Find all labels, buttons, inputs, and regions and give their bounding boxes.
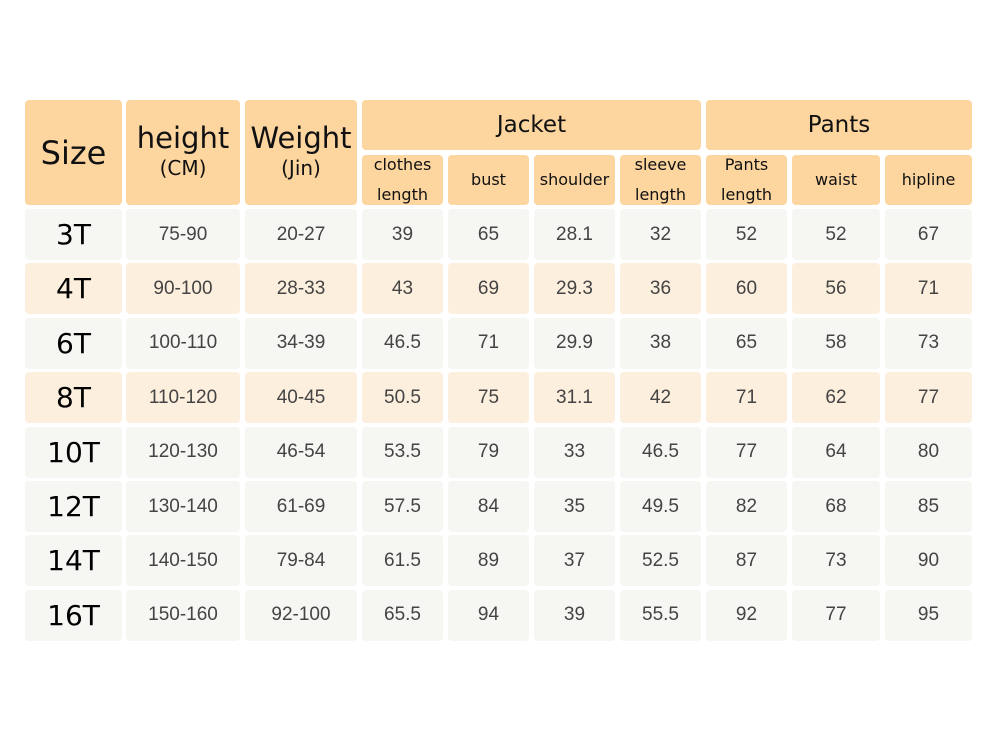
table-cell: 53.5 — [362, 426, 443, 478]
table-cell: 56 — [792, 263, 880, 315]
table-cell: 65.5 — [362, 589, 443, 641]
table-cell: 62 — [792, 372, 880, 424]
table-cell: 94 — [448, 589, 529, 641]
table-cell: 130-140 — [126, 481, 240, 532]
row-size-label: 10T — [25, 426, 122, 478]
table-cell: 64 — [792, 426, 880, 478]
table-cell: 61-69 — [245, 481, 357, 532]
table-cell: 33 — [534, 426, 615, 478]
table-cell: 84 — [448, 481, 529, 532]
row-size-label: 14T — [25, 535, 122, 587]
table-cell: 110-120 — [126, 372, 240, 424]
header-weight: Weight (Jin) — [245, 100, 357, 205]
table-cell: 55.5 — [620, 589, 701, 641]
table-cell: 46.5 — [620, 426, 701, 478]
row-size-label: 3T — [25, 209, 122, 260]
row-size-label: 8T — [25, 372, 122, 424]
table-cell: 46-54 — [245, 426, 357, 478]
table-cell: 73 — [885, 317, 972, 369]
table-cell: 69 — [448, 263, 529, 315]
table-cell: 35 — [534, 481, 615, 532]
table-cell: 77 — [706, 426, 787, 478]
table-cell: 100-110 — [126, 317, 240, 369]
table-cell: 120-130 — [126, 426, 240, 478]
table-cell: 65 — [448, 209, 529, 260]
header-height-unit: (CM) — [159, 156, 207, 180]
table-cell: 52 — [706, 209, 787, 260]
table-cell: 28.1 — [534, 209, 615, 260]
table-cell: 92-100 — [245, 589, 357, 641]
table-cell: 37 — [534, 535, 615, 587]
table-cell: 79 — [448, 426, 529, 478]
header-sleeve-length: sleeve length — [620, 155, 701, 205]
table-cell: 58 — [792, 317, 880, 369]
table-cell: 140-150 — [126, 535, 240, 587]
table-cell: 29.9 — [534, 317, 615, 369]
table-cell: 50.5 — [362, 372, 443, 424]
header-shoulder: shoulder — [534, 155, 615, 205]
header-weight-label: Weight — [250, 121, 352, 155]
header-bust: bust — [448, 155, 529, 205]
header-height: height (CM) — [126, 100, 240, 205]
row-size-label: 16T — [25, 589, 122, 641]
table-cell: 28-33 — [245, 263, 357, 315]
table-cell: 150-160 — [126, 589, 240, 641]
header-group-pants: Pants — [706, 100, 972, 150]
header-group-jacket: Jacket — [362, 100, 701, 150]
table-cell: 52 — [792, 209, 880, 260]
table-cell: 68 — [792, 481, 880, 532]
table-cell: 42 — [620, 372, 701, 424]
table-cell: 75-90 — [126, 209, 240, 260]
table-cell: 39 — [534, 589, 615, 641]
table-cell: 89 — [448, 535, 529, 587]
table-cell: 29.3 — [534, 263, 615, 315]
table-cell: 71 — [706, 372, 787, 424]
table-cell: 60 — [706, 263, 787, 315]
table-cell: 75 — [448, 372, 529, 424]
table-cell: 40-45 — [245, 372, 357, 424]
table-cell: 65 — [706, 317, 787, 369]
table-cell: 71 — [885, 263, 972, 315]
table-cell: 57.5 — [362, 481, 443, 532]
table-cell: 85 — [885, 481, 972, 532]
table-cell: 32 — [620, 209, 701, 260]
table-cell: 34-39 — [245, 317, 357, 369]
header-pants-length: Pants length — [706, 155, 787, 205]
table-cell: 52.5 — [620, 535, 701, 587]
table-cell: 67 — [885, 209, 972, 260]
table-cell: 92 — [706, 589, 787, 641]
table-cell: 73 — [792, 535, 880, 587]
header-size: Size — [25, 100, 122, 205]
table-cell: 31.1 — [534, 372, 615, 424]
table-cell: 46.5 — [362, 317, 443, 369]
header-weight-unit: (Jin) — [281, 156, 321, 180]
table-cell: 36 — [620, 263, 701, 315]
header-clothes-length: clothes length — [362, 155, 443, 205]
table-cell: 77 — [885, 372, 972, 424]
row-size-label: 6T — [25, 317, 122, 369]
table-cell: 71 — [448, 317, 529, 369]
table-cell: 80 — [885, 426, 972, 478]
table-cell: 77 — [792, 589, 880, 641]
header-height-label: height — [136, 121, 230, 155]
table-cell: 90 — [885, 535, 972, 587]
table-cell: 79-84 — [245, 535, 357, 587]
table-cell: 49.5 — [620, 481, 701, 532]
table-cell: 38 — [620, 317, 701, 369]
header-hipline: hipline — [885, 155, 972, 205]
row-size-label: 4T — [25, 263, 122, 315]
table-cell: 90-100 — [126, 263, 240, 315]
table-cell: 43 — [362, 263, 443, 315]
table-cell: 39 — [362, 209, 443, 260]
header-waist: waist — [792, 155, 880, 205]
table-cell: 95 — [885, 589, 972, 641]
table-cell: 61.5 — [362, 535, 443, 587]
table-cell: 82 — [706, 481, 787, 532]
table-cell: 20-27 — [245, 209, 357, 260]
table-cell: 87 — [706, 535, 787, 587]
row-size-label: 12T — [25, 481, 122, 532]
